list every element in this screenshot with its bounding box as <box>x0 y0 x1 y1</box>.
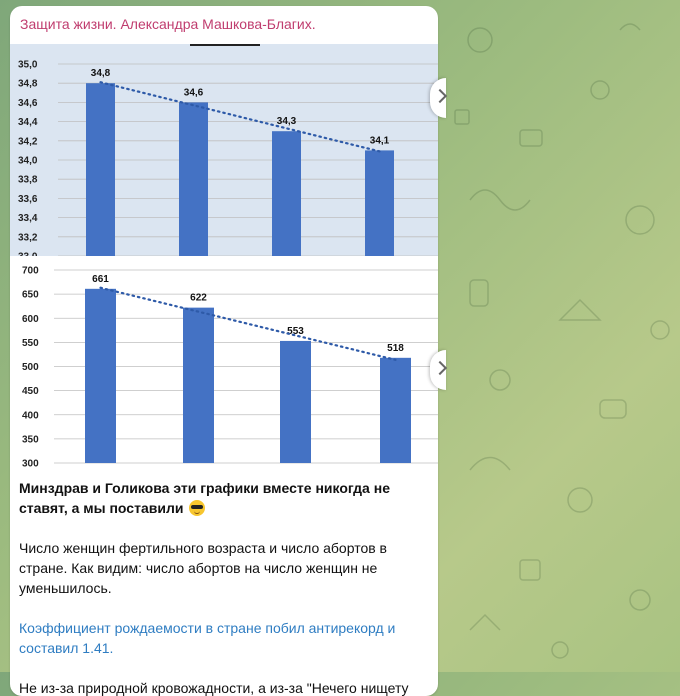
gallery-next-arrow-bottom[interactable] <box>430 350 448 390</box>
y-tick-label: 33,4 <box>18 213 38 224</box>
bar <box>86 83 115 256</box>
channel-name[interactable]: Защита жизни. Александра Машкова-Благих. <box>20 16 316 32</box>
y-tick-label: 600 <box>22 314 39 325</box>
message-bubble: Защита жизни. Александра Машкова-Благих.… <box>10 6 438 696</box>
chevron-right-icon <box>432 88 448 104</box>
data-label: 34,1 <box>370 135 390 146</box>
bar <box>380 357 411 463</box>
data-label: 622 <box>190 293 207 304</box>
sunglasses-emoji-icon <box>189 500 206 516</box>
y-tick-label: 350 <box>22 434 39 445</box>
paragraph-conclusion: Не из-за природной кровожадности, а из-з… <box>19 680 409 696</box>
y-tick-label: 500 <box>22 362 39 373</box>
bar <box>85 288 116 463</box>
bar <box>280 340 311 463</box>
y-tick-label: 34,8 <box>18 79 38 90</box>
y-tick-label: 33,6 <box>18 194 38 205</box>
y-tick-label: 650 <box>22 290 39 301</box>
trendline <box>99 81 381 153</box>
y-tick-label: 33,2 <box>18 232 38 243</box>
message-text: Минздрав и Голикова эти графики вместе н… <box>19 478 431 696</box>
y-tick-label: 35,0 <box>18 60 38 71</box>
y-tick-label: 700 <box>22 266 39 277</box>
bar <box>179 102 208 256</box>
paragraph-description: Число женщин фертильного возраста и числ… <box>19 540 387 596</box>
gallery-next-arrow-top[interactable] <box>430 78 448 118</box>
cropped-title-fragment <box>190 44 260 46</box>
bar-chart-abortions: 300 350 400 450 500 550 600 650 700 661 622 553 518 <box>10 260 438 471</box>
bar <box>183 307 214 463</box>
data-label: 34,8 <box>91 68 111 79</box>
y-tick-label: 34,6 <box>18 98 38 109</box>
chevron-right-icon <box>432 360 448 376</box>
y-tick-label: 300 <box>22 459 39 470</box>
y-tick-label: 450 <box>22 386 39 397</box>
trendline <box>99 286 397 361</box>
paragraph-headline: Минздрав и Голикова эти графики вместе н… <box>19 480 390 516</box>
chart-image-abortions[interactable]: 300 350 400 450 500 550 600 650 700 661 622 553 518 <box>10 260 438 471</box>
data-label: 34,6 <box>184 87 204 98</box>
chart-image-women[interactable]: 33,0 33,2 33,4 33,6 33,8 34,0 34,2 34,4 34,6 34,8… <box>10 44 438 256</box>
data-label: 518 <box>387 343 404 354</box>
chat-wallpaper-pattern <box>454 23 670 659</box>
y-tick-label: 33,8 <box>18 175 38 186</box>
y-tick-label: 33,0 <box>18 252 38 257</box>
data-label: 661 <box>92 274 109 285</box>
y-tick-label: 550 <box>22 338 39 349</box>
data-label: 34,3 <box>277 116 297 127</box>
y-tick-label: 34,2 <box>18 136 38 147</box>
data-label: 553 <box>287 326 304 337</box>
y-tick-label: 34,4 <box>18 117 38 128</box>
bar <box>272 131 301 256</box>
y-tick-label: 400 <box>22 410 39 421</box>
paragraph-link[interactable]: Коэффициент рождаемости в стране побил а… <box>19 620 396 656</box>
bar <box>365 150 394 256</box>
bar-chart-women: 33,0 33,2 33,4 33,6 33,8 34,0 34,2 34,4 34,6 34,8… <box>10 44 438 256</box>
y-tick-label: 34,0 <box>18 156 38 167</box>
